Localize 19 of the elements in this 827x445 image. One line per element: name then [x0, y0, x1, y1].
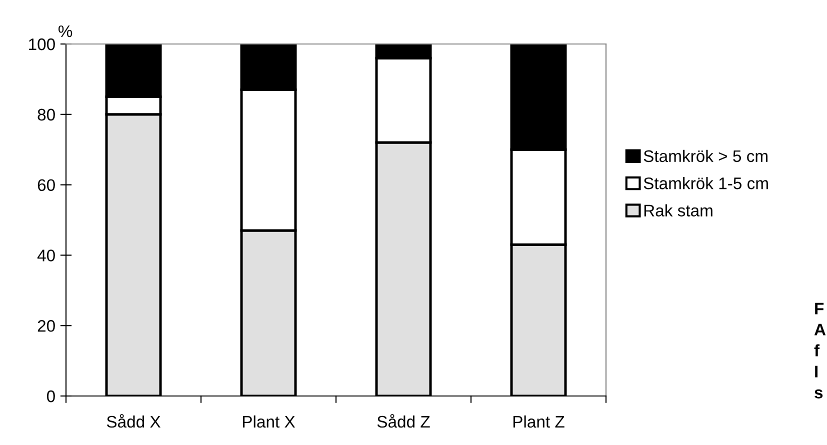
x-tick-label: Plant X: [243, 415, 296, 428]
y-tick-label: 60: [38, 179, 55, 192]
x-tick-label: Sådd X: [106, 414, 160, 428]
x-tick-label: Plant Z: [513, 415, 564, 428]
y-axis-title: %: [58, 25, 72, 38]
y-tick-label: 100: [29, 38, 55, 50]
text: f: [814, 344, 820, 356]
y-tick-label: 0: [46, 390, 55, 402]
y-tick-label: 80: [38, 108, 55, 121]
x-tick-label: Sådd Z: [377, 414, 430, 428]
y-tick-label: 40: [37, 250, 55, 262]
legend-label: Rak stam: [644, 204, 712, 216]
legend-label: Stamkrök 1-5 cm: [644, 177, 768, 190]
text: I: [815, 366, 818, 378]
text: A: [814, 324, 826, 336]
legend-label: Stamkrök > 5 cm: [644, 150, 768, 162]
text: s: [814, 389, 823, 398]
text: F: [815, 302, 824, 314]
y-tick-label: 20: [38, 320, 55, 332]
